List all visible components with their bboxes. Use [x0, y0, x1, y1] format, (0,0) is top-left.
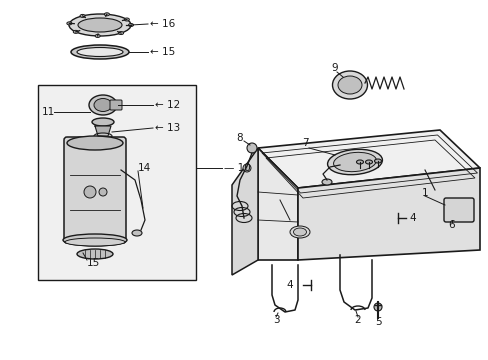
Bar [38, 85, 196, 280]
Circle shape [373, 303, 381, 311]
Ellipse shape [89, 95, 117, 115]
Ellipse shape [337, 76, 361, 94]
Ellipse shape [67, 136, 123, 150]
Polygon shape [258, 130, 479, 188]
Ellipse shape [104, 13, 109, 16]
Text: ← 12: ← 12 [155, 100, 180, 110]
Ellipse shape [94, 99, 112, 112]
Text: — 10: — 10 [224, 163, 250, 173]
Circle shape [99, 188, 107, 196]
Text: 5: 5 [374, 317, 381, 327]
Text: 1: 1 [421, 188, 427, 198]
Text: 4: 4 [286, 280, 292, 290]
Ellipse shape [71, 45, 129, 59]
Text: 15: 15 [87, 258, 100, 268]
Circle shape [246, 143, 257, 153]
Text: 6: 6 [448, 220, 454, 230]
Ellipse shape [67, 22, 72, 25]
Ellipse shape [327, 149, 382, 175]
Ellipse shape [69, 14, 131, 36]
Ellipse shape [124, 18, 129, 21]
Ellipse shape [333, 152, 376, 172]
Text: ← 13: ← 13 [155, 123, 180, 133]
Ellipse shape [77, 48, 123, 57]
Circle shape [243, 164, 250, 172]
Ellipse shape [92, 118, 114, 126]
Ellipse shape [132, 230, 142, 236]
FancyBboxPatch shape [110, 100, 122, 110]
Ellipse shape [289, 226, 309, 238]
Ellipse shape [128, 23, 133, 27]
Polygon shape [231, 148, 258, 275]
FancyBboxPatch shape [443, 198, 473, 222]
Text: ← 16: ← 16 [150, 19, 175, 29]
Text: 4: 4 [408, 213, 415, 223]
Ellipse shape [293, 228, 306, 236]
Ellipse shape [119, 32, 123, 35]
Ellipse shape [95, 35, 100, 37]
Ellipse shape [80, 14, 85, 17]
Ellipse shape [65, 238, 125, 246]
Ellipse shape [63, 234, 127, 246]
Text: 7: 7 [301, 138, 307, 148]
Text: 9: 9 [331, 63, 338, 73]
Text: 8: 8 [236, 133, 243, 143]
Polygon shape [95, 126, 111, 136]
Ellipse shape [332, 71, 367, 99]
Polygon shape [258, 148, 297, 260]
Circle shape [84, 186, 96, 198]
FancyBboxPatch shape [64, 137, 126, 243]
Ellipse shape [365, 160, 372, 164]
Text: ← 15: ← 15 [150, 47, 175, 57]
Ellipse shape [73, 30, 78, 33]
Text: 2: 2 [354, 315, 361, 325]
Ellipse shape [374, 159, 381, 163]
Ellipse shape [78, 18, 122, 32]
Polygon shape [297, 168, 479, 260]
Ellipse shape [356, 160, 363, 164]
Text: 3: 3 [272, 315, 279, 325]
Ellipse shape [77, 249, 113, 259]
Ellipse shape [321, 179, 331, 185]
Text: 11: 11 [42, 107, 55, 117]
Ellipse shape [94, 133, 112, 139]
Text: 14: 14 [138, 163, 151, 173]
